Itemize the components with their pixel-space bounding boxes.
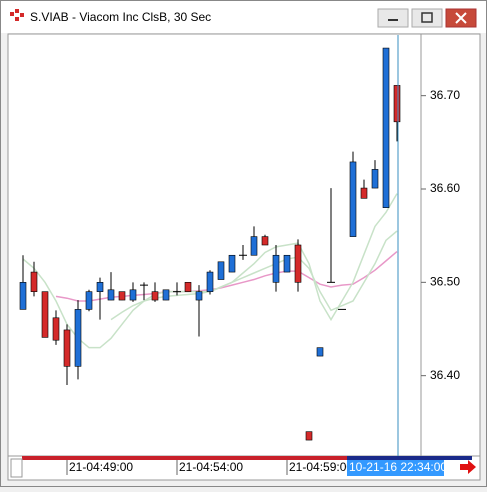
scroll-right-arrow[interactable] bbox=[460, 460, 476, 474]
candle-body bbox=[52, 317, 60, 341]
scroll-bar[interactable] bbox=[22, 456, 347, 460]
candle-body bbox=[261, 236, 269, 246]
scroll-box[interactable] bbox=[10, 458, 23, 478]
candle-body bbox=[360, 187, 368, 199]
candle-body bbox=[151, 291, 159, 301]
candle-body bbox=[250, 236, 258, 256]
candle-body bbox=[41, 291, 49, 338]
x-tick-label: 21-04:59:00 bbox=[289, 460, 353, 474]
y-tick-label: 36.40 bbox=[430, 368, 460, 382]
candle-body bbox=[118, 291, 126, 301]
close-icon bbox=[455, 12, 467, 24]
candle-body bbox=[283, 254, 291, 273]
candle-body bbox=[129, 289, 137, 301]
candle-body bbox=[96, 282, 104, 292]
candle-body bbox=[371, 169, 379, 189]
candle-body bbox=[349, 161, 357, 237]
candle-body bbox=[107, 289, 115, 301]
minimize-button[interactable] bbox=[377, 8, 409, 28]
candle-body bbox=[162, 289, 170, 301]
candle-body bbox=[305, 431, 313, 441]
candle-body bbox=[85, 291, 93, 310]
maximize-button[interactable] bbox=[411, 8, 443, 28]
candle-body bbox=[19, 282, 27, 310]
maximize-icon bbox=[421, 12, 433, 23]
x-tick-label: 21-04:49:00 bbox=[69, 460, 133, 474]
candle-body bbox=[217, 261, 225, 280]
candle-body bbox=[74, 309, 82, 367]
candle-body bbox=[184, 282, 192, 292]
candle-body bbox=[206, 271, 214, 292]
chart-panel bbox=[7, 33, 481, 481]
window-title: S.VIAB - Viacom Inc ClsB, 30 Sec bbox=[30, 10, 211, 24]
candle-body bbox=[382, 47, 390, 208]
candle-body bbox=[272, 254, 280, 283]
candle-body bbox=[294, 244, 302, 283]
y-tick-label: 36.50 bbox=[430, 275, 460, 289]
x-tick-label: 21-04:54:00 bbox=[179, 460, 243, 474]
cursor-label: 10-21-16 22:34:00 bbox=[349, 460, 447, 474]
scroll-bar-end[interactable] bbox=[347, 456, 472, 460]
candle-body bbox=[316, 347, 324, 357]
y-tick-label: 36.60 bbox=[430, 181, 460, 195]
candle-body bbox=[393, 85, 401, 123]
y-tick-label: 36.70 bbox=[430, 88, 460, 102]
indicator-line bbox=[110, 230, 398, 321]
candle-body bbox=[63, 329, 71, 367]
candle-body bbox=[195, 291, 203, 301]
app-icon bbox=[10, 9, 24, 21]
candle-body bbox=[30, 271, 38, 292]
cursor-label-bg bbox=[347, 460, 444, 476]
candle-body bbox=[228, 254, 236, 273]
